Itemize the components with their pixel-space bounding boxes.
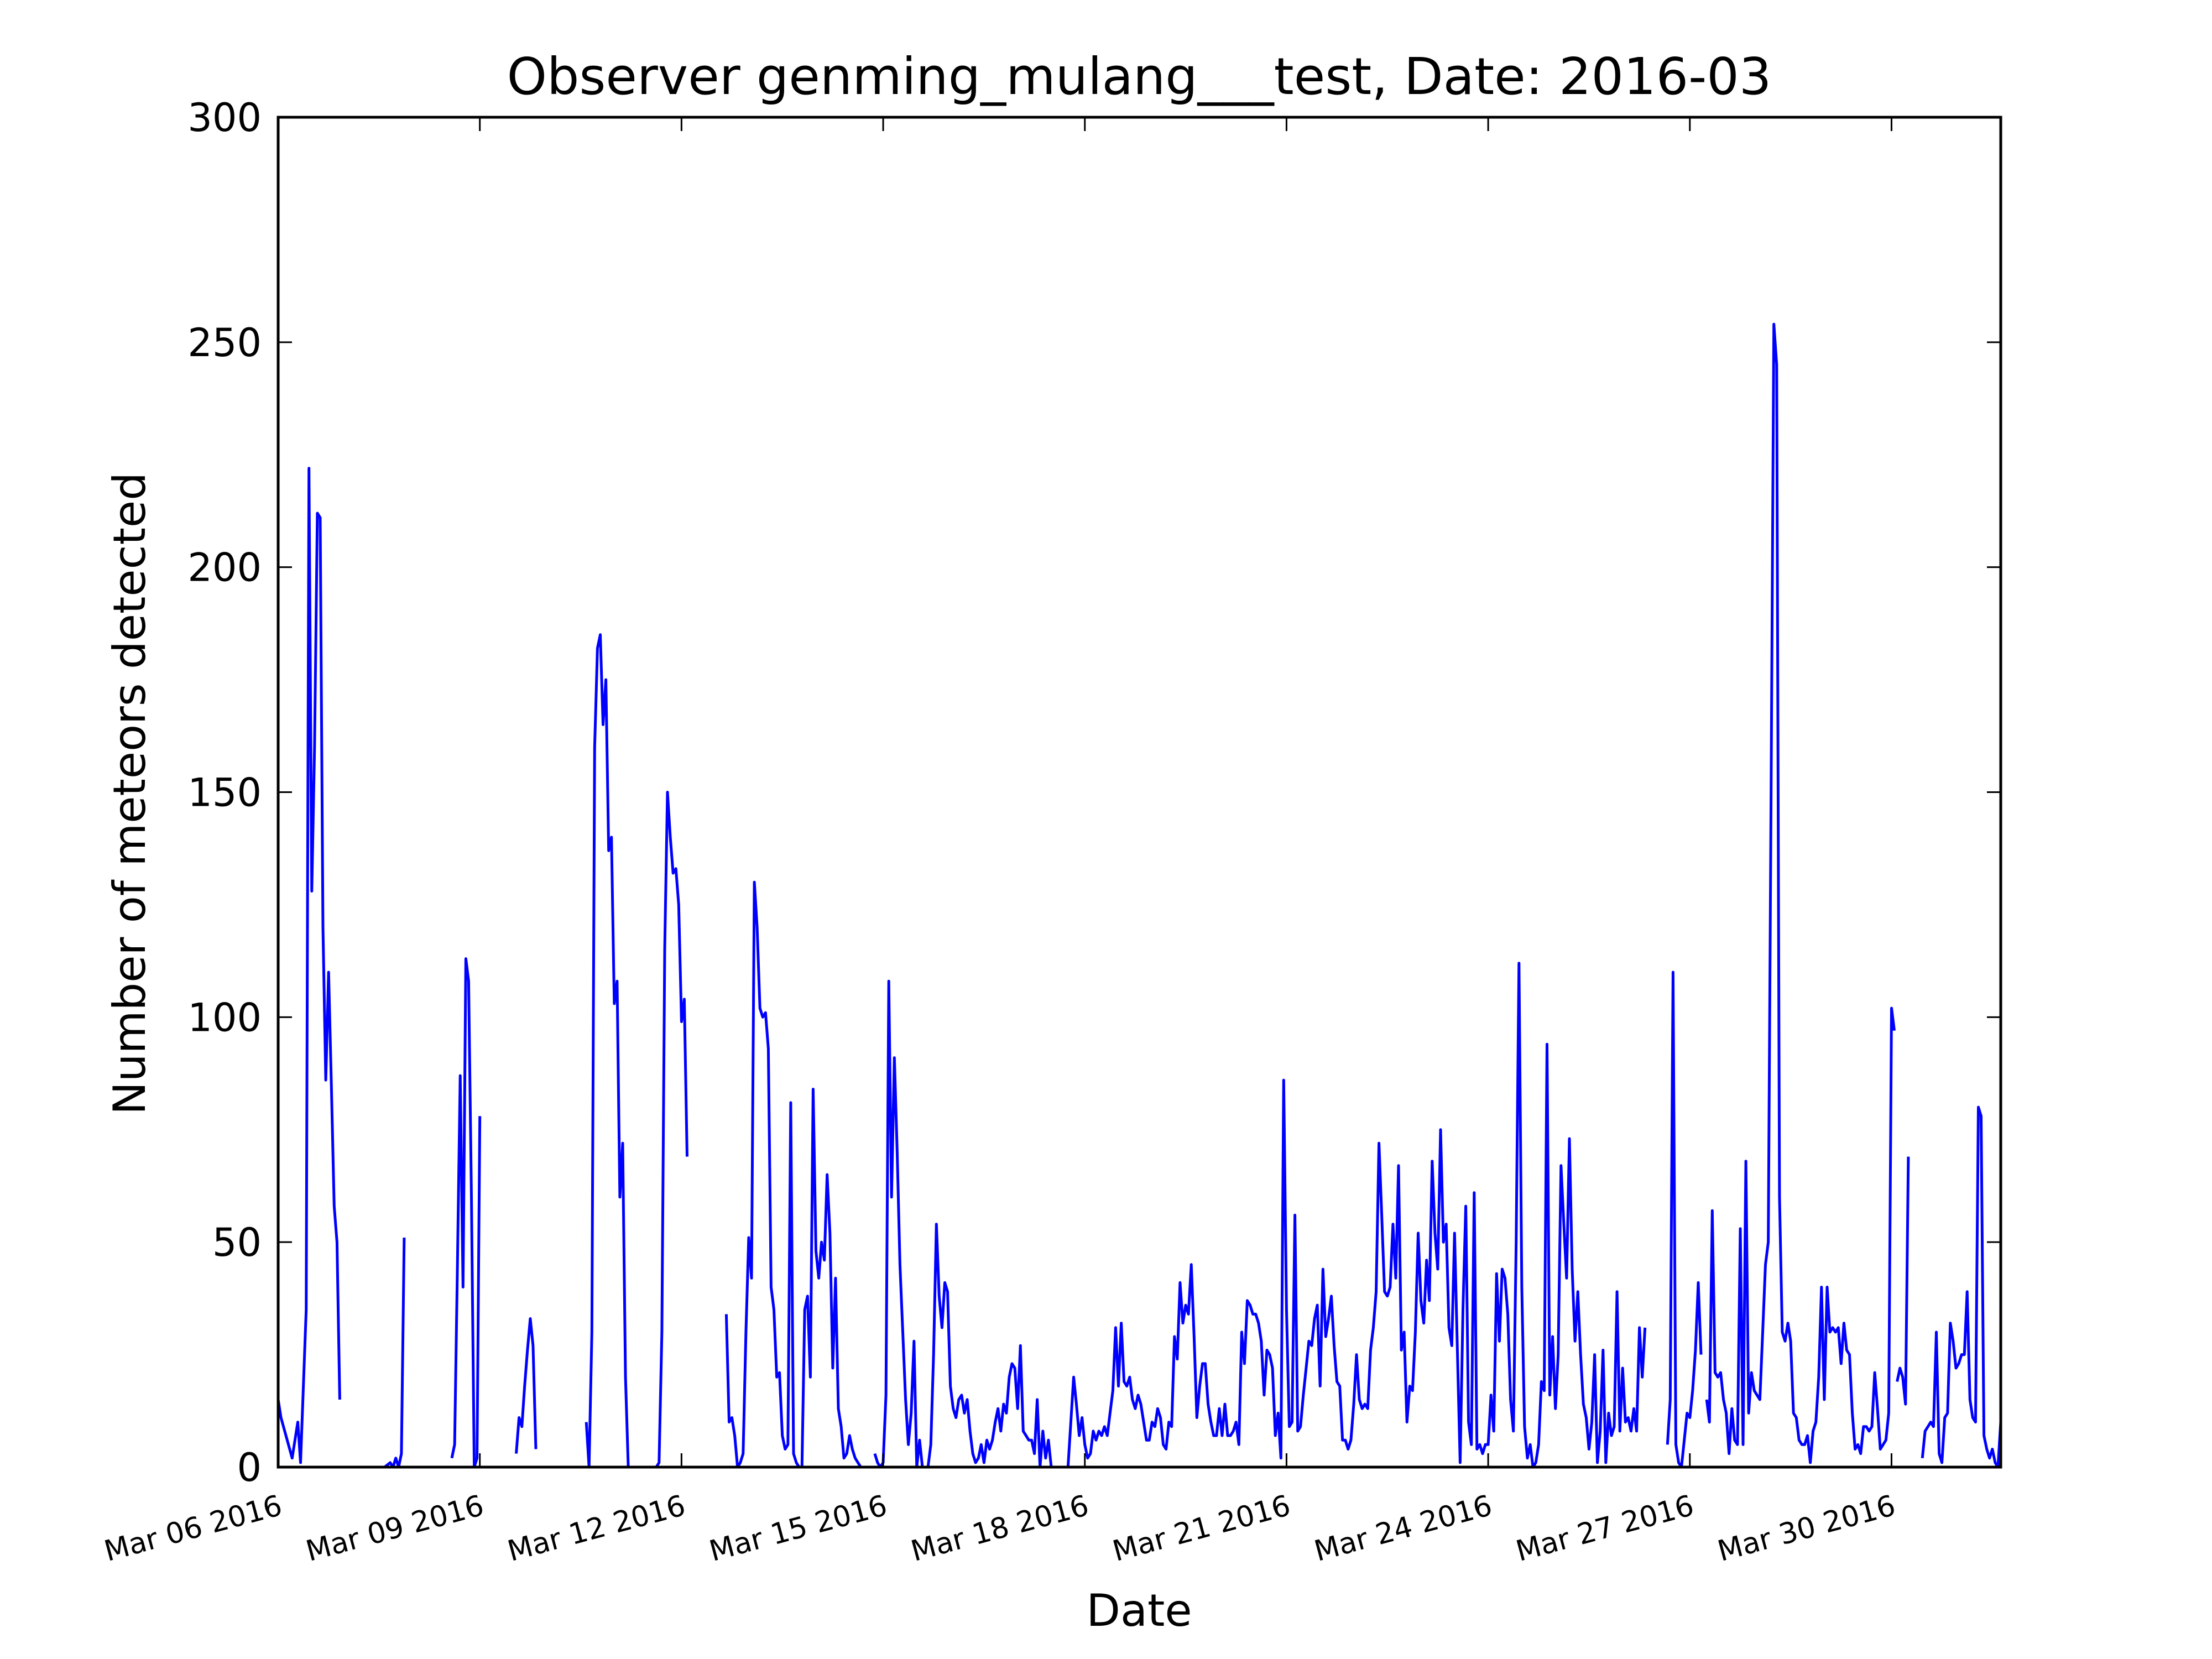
y-tick-label: 50: [212, 1220, 262, 1265]
series-line-segment-0-11: [1896, 1156, 1910, 1406]
y-tick-label: 0: [237, 1445, 262, 1490]
series-line-segment-0-3: [515, 1317, 538, 1454]
y-tick-label: 150: [187, 770, 262, 816]
chart-title: Observer genming_mulang___test, Date: 20…: [507, 47, 1772, 106]
series-line-segment-0-7: [873, 979, 1053, 1469]
series-line-segment-0-4: [585, 633, 630, 1469]
y-tick-label: 100: [187, 995, 262, 1040]
y-axis-title: Number of meteors detected: [104, 472, 155, 1115]
y-axis-ticks: 0 50 100 150 200 250 300: [187, 95, 2001, 1490]
series-line-segment-0-0: [276, 467, 341, 1464]
y-tick-label: 200: [187, 545, 262, 591]
series-line-segment-0-6: [724, 880, 862, 1469]
x-axis-title: Date: [1086, 1585, 1192, 1636]
y-tick-label: 250: [187, 320, 262, 366]
series-line-segment-0-9: [1666, 971, 1703, 1469]
series-line-segment-0-2: [450, 957, 482, 1469]
y-tick-label: 300: [187, 95, 262, 140]
series-line-segment-0-12: [1921, 1105, 2002, 1469]
series-line-segment-0-5: [655, 791, 688, 1468]
series-line-segment-0-1: [383, 1237, 406, 1469]
series-line-segment-0-10: [1705, 322, 1896, 1464]
series-line-segment-0-8: [1066, 962, 1647, 1469]
